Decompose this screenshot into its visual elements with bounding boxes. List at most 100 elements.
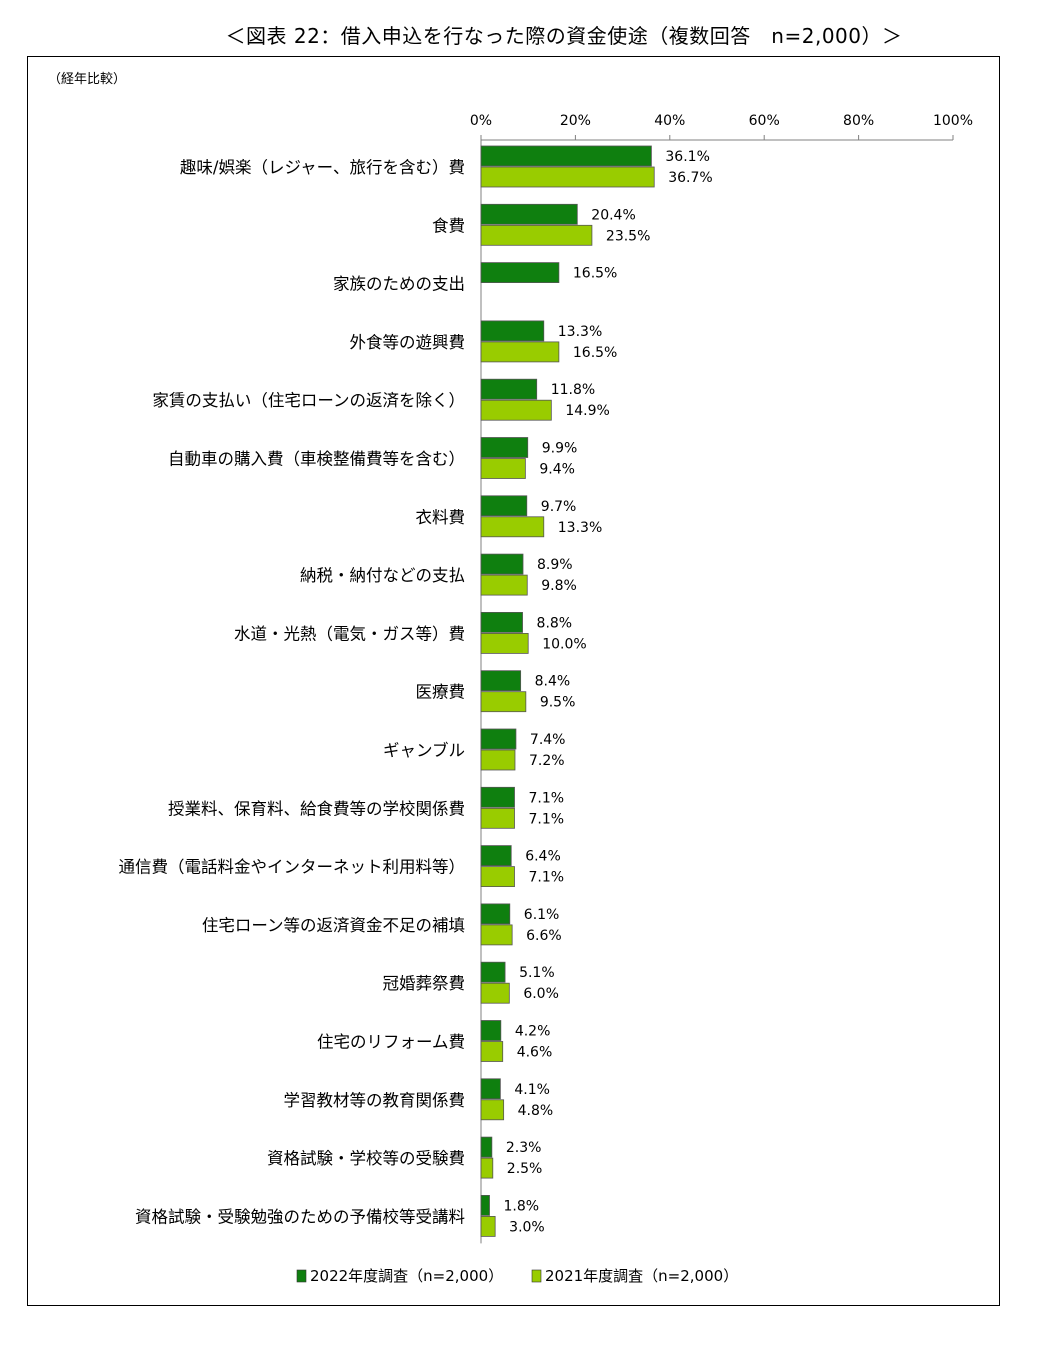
data-label: 7.1% <box>529 870 565 886</box>
data-label: 7.1% <box>529 790 565 806</box>
bar-2021 <box>480 1099 505 1121</box>
data-label: 9.8% <box>541 578 577 594</box>
data-label: 4.2% <box>515 1024 551 1040</box>
bar-2022 <box>480 1195 490 1216</box>
legend-label-2022: 2022年度調査（n=2,000） <box>310 1267 503 1285</box>
data-label: 7.2% <box>529 753 565 769</box>
data-label: 7.4% <box>530 732 566 748</box>
data-label: 3.0% <box>509 1219 545 1235</box>
bar-2022 <box>480 961 506 983</box>
bar-2021 <box>480 1157 494 1179</box>
category-label: 医療費 <box>416 683 466 702</box>
bar-2021 <box>480 749 516 771</box>
category-label: 住宅ローン等の返済資金不足の補填 <box>202 916 465 935</box>
data-label: 4.8% <box>518 1103 554 1119</box>
chart-title: ＜図表 22：借入申込を行なった際の資金使途（複数回答 n=2,000）＞ <box>225 24 903 48</box>
data-label: 4.1% <box>514 1082 550 1098</box>
data-label: 1.8% <box>503 1198 539 1214</box>
bar-2022 <box>480 437 529 458</box>
x-tick-label: 100% <box>933 113 973 129</box>
category-label: 資格試験・学校等の受験費 <box>267 1149 465 1168</box>
data-label: 8.4% <box>535 674 571 690</box>
category-label: ギャンブル <box>383 740 465 760</box>
category-label: 自動車の購入費（車検整備費等を含む） <box>168 450 465 469</box>
bar-2021 <box>480 691 527 713</box>
chart-frame <box>27 56 1000 1306</box>
bar-2021 <box>480 1041 504 1062</box>
data-label: 36.1% <box>665 149 709 165</box>
bar-2021 <box>480 924 513 946</box>
bar-2022 <box>480 845 512 866</box>
legend-swatch-2021 <box>531 1269 542 1283</box>
category-label: 水道・光熱（電気・ガス等）費 <box>234 624 465 643</box>
x-tick-label: 80% <box>843 113 874 129</box>
data-label: 8.9% <box>537 557 573 573</box>
legend-label-2021: 2021年度調査（n=2,000） <box>545 1267 738 1285</box>
data-label: 9.9% <box>542 441 578 457</box>
category-label: 学習教材等の教育関係費 <box>284 1091 466 1110</box>
data-label: 6.0% <box>523 986 559 1002</box>
bar-2021 <box>480 399 552 421</box>
data-label: 8.8% <box>537 615 573 631</box>
bar-2022 <box>480 612 523 633</box>
bar-2022 <box>480 1020 502 1041</box>
bar-2021 <box>480 516 545 538</box>
data-label: 6.6% <box>526 928 562 944</box>
category-label: 授業料、保育料、給食費等の学校関係費 <box>168 799 465 818</box>
data-label: 6.1% <box>524 907 560 923</box>
category-label: 通信費（電話料金やインターネット利用料等） <box>119 858 466 877</box>
bar-2021 <box>480 341 560 363</box>
data-label: 23.5% <box>606 228 650 244</box>
bar-2022 <box>480 786 515 808</box>
bar-2022 <box>480 378 538 400</box>
category-label: 冠婚葬祭費 <box>383 974 466 993</box>
category-label: 資格試験・受験勉強のための予備校等受講料 <box>135 1207 465 1226</box>
data-label: 2.5% <box>507 1161 543 1177</box>
data-label: 9.7% <box>541 499 577 515</box>
data-label: 9.5% <box>540 695 576 711</box>
data-label: 20.4% <box>591 207 635 223</box>
x-tick-label: 0% <box>470 113 492 129</box>
data-label: 13.3% <box>558 324 602 340</box>
bar-2021 <box>480 224 593 246</box>
data-label: 36.7% <box>668 170 712 186</box>
data-label: 2.3% <box>506 1140 542 1156</box>
bar-2021 <box>480 166 655 188</box>
bar-2022 <box>480 903 511 925</box>
x-tick-label: 20% <box>560 113 591 129</box>
data-label: 11.8% <box>551 382 595 398</box>
category-label: 家族のための支出 <box>333 275 465 294</box>
bar-2022 <box>480 203 578 225</box>
legend-swatch-2022 <box>296 1269 307 1283</box>
bar-2022 <box>480 670 522 692</box>
x-tick-label: 60% <box>749 113 780 129</box>
data-label: 10.0% <box>542 636 586 652</box>
bar-2022 <box>480 553 524 575</box>
bar-2021 <box>480 633 529 654</box>
category-label: 住宅のリフォーム費 <box>317 1033 465 1052</box>
data-label: 5.1% <box>519 965 555 981</box>
bar-2022 <box>480 145 652 167</box>
category-label: 衣料費 <box>416 508 466 527</box>
data-label: 13.3% <box>558 520 602 536</box>
data-label: 9.4% <box>539 462 575 478</box>
data-label: 4.6% <box>517 1045 553 1061</box>
bar-2021 <box>480 574 528 596</box>
bar-2021 <box>480 1216 496 1237</box>
category-label: 納税・納付などの支払 <box>300 566 465 585</box>
category-label: 外食等の遊興費 <box>350 333 466 352</box>
bar-2022 <box>480 1078 501 1100</box>
data-label: 16.5% <box>573 345 617 361</box>
data-label: 16.5% <box>573 266 617 282</box>
chart-subtitle: （経年比較） <box>48 72 127 87</box>
bar-2021 <box>480 458 526 479</box>
bar-2022 <box>480 1136 493 1158</box>
bar-2022 <box>480 262 560 284</box>
data-label: 6.4% <box>525 849 561 865</box>
bar-2021 <box>480 982 510 1004</box>
bar-2022 <box>480 495 528 517</box>
category-label: 趣味/娯楽（レジャー、旅行を含む）費 <box>180 158 465 177</box>
category-label: 家賃の支払い（住宅ローンの返済を除く） <box>152 391 465 410</box>
data-label: 7.1% <box>529 811 565 827</box>
